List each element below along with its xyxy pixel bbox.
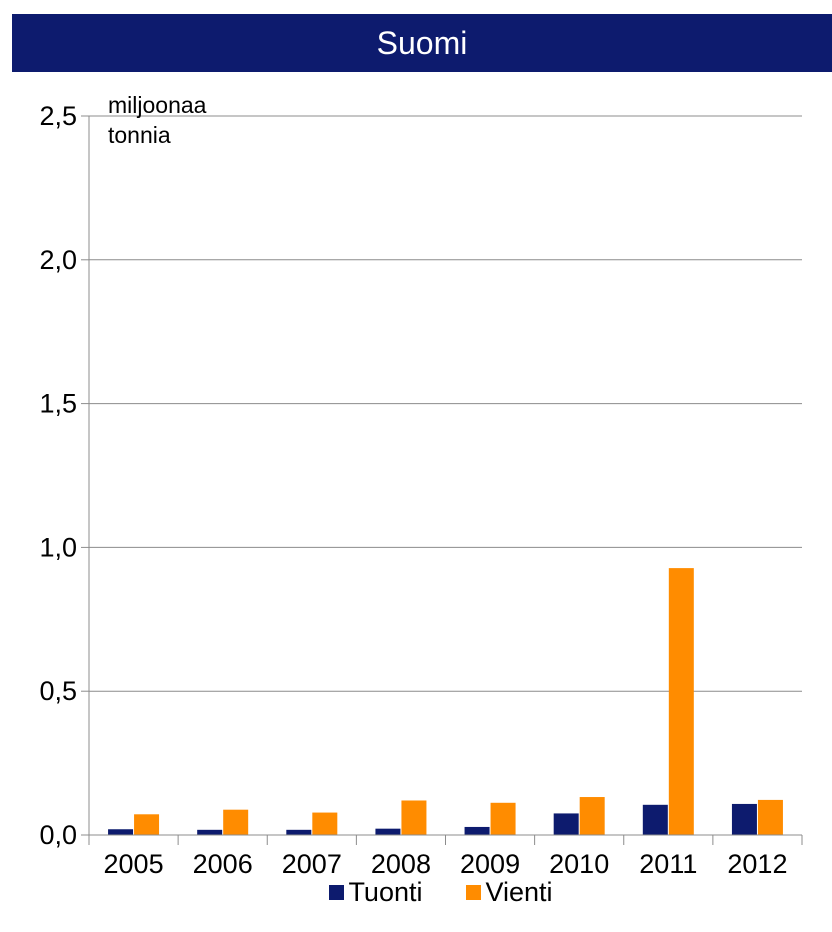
x-tick-label: 2012 xyxy=(727,849,787,879)
bar-vienti-2006 xyxy=(223,809,249,835)
x-tick-label: 2010 xyxy=(549,849,609,879)
bar-tuonti-2005 xyxy=(108,829,134,835)
x-tick-label: 2008 xyxy=(371,849,431,879)
bar-vienti-2011 xyxy=(668,568,694,835)
bar-vienti-2005 xyxy=(134,814,160,835)
legend-swatch-tuonti xyxy=(329,884,345,900)
chart-title: Suomi xyxy=(376,24,468,61)
y-tick-label: 1,0 xyxy=(39,532,77,562)
bar-vienti-2009 xyxy=(490,802,516,835)
y-tick-label: 0,5 xyxy=(39,676,77,706)
bar-vienti-2012 xyxy=(757,799,783,835)
unit-label-line1: miljoonaa xyxy=(108,92,207,118)
unit-label-line2: tonnia xyxy=(108,122,171,148)
y-tick-label: 1,5 xyxy=(39,389,77,419)
x-tick-label: 2007 xyxy=(282,849,342,879)
bar-tuonti-2008 xyxy=(375,828,401,835)
legend-label-tuonti: Tuonti xyxy=(348,876,423,907)
y-tick-label: 2,0 xyxy=(39,245,77,275)
bar-tuonti-2010 xyxy=(553,813,579,835)
y-tick-label: 2,5 xyxy=(39,101,77,131)
bar-tuonti-2009 xyxy=(464,826,490,835)
bar-tuonti-2007 xyxy=(286,829,312,835)
legend-item-vienti: Vienti xyxy=(466,876,553,908)
x-tick-label: 2006 xyxy=(193,849,253,879)
bar-vienti-2008 xyxy=(401,800,427,835)
bar-tuonti-2011 xyxy=(642,804,668,835)
legend: Tuonti Vienti xyxy=(0,872,832,912)
x-tick-label: 2005 xyxy=(104,849,164,879)
unit-label: miljoonaa tonnia xyxy=(108,90,206,150)
bar-vienti-2007 xyxy=(312,812,338,835)
bar-tuonti-2012 xyxy=(731,803,757,835)
legend-swatch-vienti xyxy=(466,884,482,900)
bar-vienti-2010 xyxy=(579,797,605,835)
x-tick-label: 2009 xyxy=(460,849,520,879)
legend-item-tuonti: Tuonti xyxy=(329,877,422,908)
y-tick-label: 0,0 xyxy=(39,820,77,850)
chart-title-bar: Suomi xyxy=(12,14,832,72)
bar-tuonti-2006 xyxy=(197,829,223,835)
x-tick-label: 2011 xyxy=(639,849,697,879)
legend-label-vienti: Vienti xyxy=(485,876,553,907)
